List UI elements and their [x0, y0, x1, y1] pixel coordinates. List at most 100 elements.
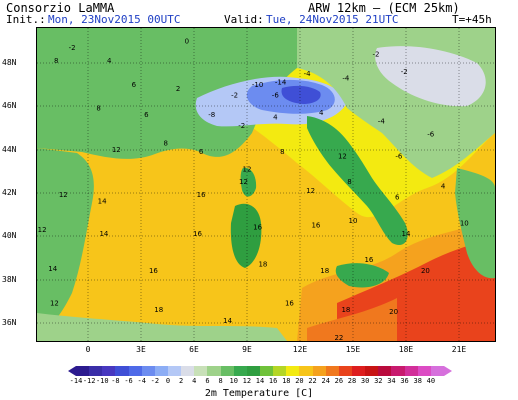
colorbar-tick-label: -2 — [150, 377, 160, 385]
temperature-value: 18 — [154, 306, 163, 314]
colorbar-swatch — [299, 366, 313, 376]
temperature-value: -4 — [378, 118, 386, 126]
colorbar-swatch — [391, 366, 405, 376]
sicily-land — [335, 263, 389, 288]
colorbar-labels: -14 -12 -10 -8 -6 -4 -2 0 2 4 6 8 10 12 14 16 18 20 22 24 26… — [70, 377, 444, 386]
colorbar-swatch — [128, 366, 142, 376]
temperature-value: -14 — [275, 79, 287, 87]
temperature-value: 18 — [320, 267, 329, 275]
colorbar-tick-label: 30 — [360, 377, 370, 385]
alps-coldest-zone — [281, 85, 321, 104]
map-canvas: -2 8 4 0 6 2 -2 -14 -10 -6 -4 -4 -2 -2 6 8 -8 -2 4 4 -4 -6 12 8… — [37, 28, 495, 341]
temperature-value: 8 — [280, 148, 284, 156]
temperature-value: 16 — [193, 230, 202, 238]
lon-label-6e: 6E — [189, 345, 199, 354]
colorbar-tick-label: 22 — [308, 377, 317, 385]
colorbar-tick-label: 12 — [242, 377, 252, 385]
colorbar-tick-label: -14 — [69, 377, 83, 385]
lat-label-38n: 38N — [2, 275, 17, 284]
temperature-value: 10 — [349, 217, 358, 225]
lat-label-40n: 40N — [2, 231, 17, 240]
colorbar-tick-label: 38 — [413, 377, 422, 385]
colorbar-swatch — [89, 366, 103, 376]
colorbar-swatch — [102, 366, 116, 376]
colorbar-swatch — [325, 366, 339, 376]
colorbar-swatch — [273, 366, 287, 376]
temperature-value: -2 — [231, 92, 238, 100]
colorbar-swatch — [338, 366, 352, 376]
temperature-value: 0 — [185, 38, 189, 46]
temperature-value: -4 — [342, 74, 350, 82]
colorbar-swatch — [430, 366, 444, 376]
lon-label-3e: 3E — [136, 345, 146, 354]
temperature-value: -2 — [69, 44, 76, 52]
temperature-value: 16 — [253, 224, 262, 232]
colorbar — [76, 366, 444, 376]
colorbar-swatch — [246, 366, 260, 376]
colorbar-swatch — [76, 366, 90, 376]
colorbar-tick-label: -8 — [111, 377, 120, 385]
temperature-value: 18 — [258, 261, 267, 269]
temperature-value: 12 — [59, 191, 68, 199]
temperature-value: 8 — [163, 139, 167, 147]
temperature-value: 8 — [96, 105, 100, 113]
sardinia-land — [230, 203, 262, 268]
temperature-value: -6 — [395, 152, 403, 160]
temperature-value: 20 — [389, 308, 398, 316]
lon-label-21e: 21E — [451, 345, 467, 354]
temperature-value: 10 — [460, 219, 469, 227]
init-value: Mon, 23Nov2015 00UTC — [48, 13, 181, 26]
colorbar-tick-label: -12 — [82, 377, 96, 385]
colorbar-swatch — [404, 366, 418, 376]
iberia-land — [37, 148, 94, 333]
temperature-value: 12 — [50, 300, 59, 308]
temperature-value: -6 — [427, 131, 435, 139]
lat-label-46n: 46N — [2, 101, 17, 110]
temperature-value: 14 — [98, 198, 107, 206]
temperature-value: 14 — [48, 265, 57, 273]
southern-hot-zone — [307, 298, 397, 341]
temperature-value: 8 — [54, 57, 58, 65]
colorbar-swatch — [286, 366, 300, 376]
model-title: ARW 12km – (ECM 25km) — [308, 1, 460, 15]
lon-label-0: 0 — [85, 345, 91, 354]
temperature-value: 16 — [285, 300, 294, 308]
lat-label-36n: 36N — [2, 318, 17, 327]
colorbar-tick-label: 14 — [255, 377, 265, 385]
colorbar-tick-label: -6 — [124, 377, 133, 385]
colorbar-swatch — [259, 366, 274, 376]
colorbar-swatch — [365, 366, 379, 376]
colorbar-tick-label: 20 — [295, 377, 304, 385]
colorbar-swatch — [115, 366, 129, 376]
colorbar-swatch — [141, 366, 155, 376]
temperature-value: 12 — [239, 178, 248, 186]
balkans-cold-zone — [375, 46, 486, 107]
colorbar-swatch — [220, 366, 234, 376]
colorbar-high-arrow — [444, 366, 452, 376]
temperature-value: 14 — [402, 230, 411, 238]
temperature-value: -6 — [272, 92, 280, 100]
init-label: Init.: — [6, 13, 46, 26]
temperature-value: 12 — [243, 165, 252, 173]
lat-label-48n: 48N — [2, 58, 17, 67]
colorbar-tick-label: -10 — [95, 377, 109, 385]
colorbar-tick-label: 6 — [205, 377, 210, 385]
colorbar-tick-label: 26 — [334, 377, 344, 385]
colorbar-tick-label: 40 — [426, 377, 436, 385]
colorbar-swatch — [181, 366, 195, 376]
temperature-value: 6 — [144, 111, 149, 119]
lat-label-42n: 42N — [2, 188, 17, 197]
colorbar-tick-label: 8 — [218, 377, 223, 385]
colorbar-swatch — [312, 366, 326, 376]
temperature-value: 16 — [364, 256, 373, 264]
temperature-value: 16 — [149, 267, 158, 275]
temperature-value: 6 — [132, 81, 137, 89]
temperature-value: 2 — [176, 85, 180, 93]
temperature-value: 12 — [38, 226, 47, 234]
colorbar-swatch — [194, 366, 208, 376]
valid-label: Valid: — [224, 13, 264, 26]
temperature-values: -2 8 4 0 6 2 -2 -14 -10 -6 -4 -4 -2 -2 6 8 -8 -2 4 4 -4 -6 12 8… — [38, 38, 469, 342]
valid-value: Tue, 24Nov2015 21UTC — [266, 13, 399, 26]
temperature-value: 18 — [341, 306, 350, 314]
colorbar-tick-label: 28 — [347, 377, 357, 385]
